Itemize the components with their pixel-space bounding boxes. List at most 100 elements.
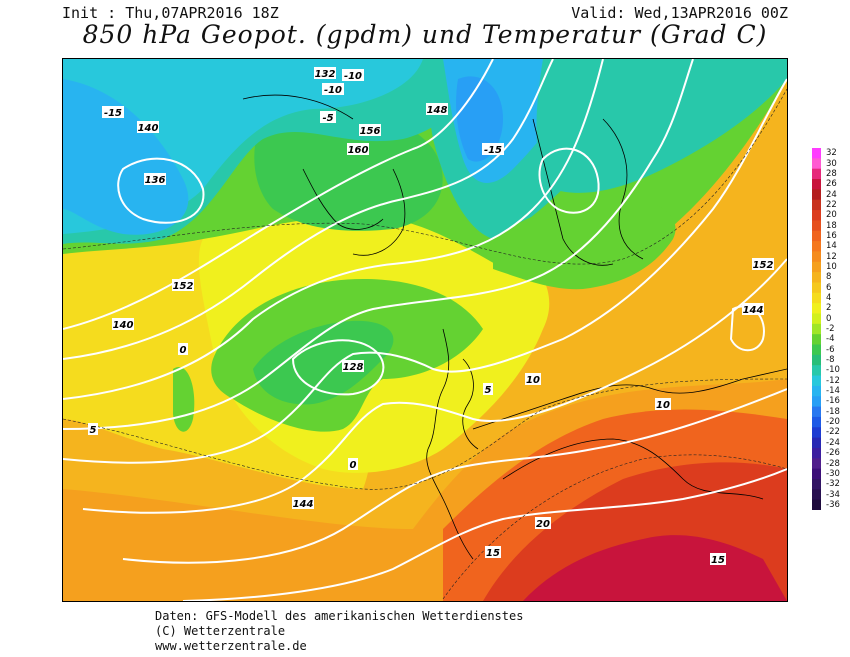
contour-label-box [742, 303, 764, 315]
contour-label-box [178, 343, 188, 355]
scale-swatch [812, 447, 821, 459]
contour-label: 136 [145, 175, 166, 186]
scale-label: -8 [826, 355, 835, 365]
contour-label: 128 [343, 362, 364, 373]
scale-swatch [812, 334, 821, 346]
field-minus15c-west [63, 79, 189, 235]
scale-label: -10 [826, 365, 840, 376]
field-patch-atlantic [173, 367, 195, 432]
scale-swatch [812, 489, 821, 501]
contour-label-box [144, 173, 166, 185]
contour-label: 20 [536, 519, 550, 530]
scale-swatch [812, 303, 821, 314]
contour-label: -10 [324, 85, 342, 96]
contour-label-box [485, 546, 501, 558]
scale-label: -22 [826, 427, 840, 438]
scale-label: -26 [826, 448, 840, 459]
scale-swatch [812, 375, 821, 387]
contour-label: 152 [173, 281, 194, 292]
contour-label: 10 [656, 400, 670, 411]
contour-label-box [292, 497, 314, 509]
scale-label: 16 [826, 230, 837, 241]
scale-swatch [812, 179, 821, 190]
contour-label-box [112, 318, 134, 330]
scale-swatch [812, 282, 821, 294]
contour-label: 132 [315, 69, 336, 80]
scale-label: 20 [826, 210, 837, 221]
scale-label: -28 [826, 458, 840, 469]
scale-swatch [812, 499, 821, 510]
scale-label: -12 [826, 375, 840, 386]
scale-label: -30 [826, 468, 840, 479]
contour-label-box [655, 398, 671, 410]
chart-title: 850 hPa Geopot. (gpdm) und Temperatur (G… [82, 20, 768, 49]
contour-label-box [426, 103, 448, 115]
scale-swatch [812, 313, 821, 325]
contour-label: 144 [293, 499, 314, 510]
footer-url[interactable]: www.wetterzentrale.de [155, 639, 307, 653]
scale-swatch [812, 385, 821, 397]
contour-label: 5 [90, 425, 97, 436]
scale-swatch [812, 168, 821, 180]
scale-label: -20 [826, 417, 840, 428]
scale-label: -34 [826, 489, 840, 500]
scale-swatch [812, 406, 821, 418]
scale-swatch [812, 427, 821, 439]
contour-label: -15 [484, 145, 502, 156]
scale-label: -4 [826, 334, 835, 345]
scale-swatch [812, 292, 821, 304]
scale-label: -24 [826, 437, 840, 448]
valid-time-label: Valid: Wed,13APR2016 00Z [571, 4, 788, 22]
scale-label: -16 [826, 396, 840, 407]
scale-swatch [812, 272, 821, 283]
scale-label: -2 [826, 324, 835, 334]
scale-swatch [812, 189, 821, 201]
scale-label: 28 [826, 168, 837, 179]
contour-label-box [525, 373, 541, 385]
scale-swatch [812, 396, 821, 408]
contour-label: 144 [743, 305, 764, 316]
contour-label: -5 [322, 113, 333, 124]
contour-label-box [359, 124, 381, 136]
scale-swatch [812, 251, 821, 263]
contour-label-box [137, 121, 159, 133]
scale-swatch [812, 458, 821, 470]
contour-label: 140 [113, 320, 134, 331]
contour-label: 15 [711, 555, 725, 566]
contour-label-box [172, 279, 194, 291]
contour-label-box [342, 69, 364, 81]
contour-label: -10 [344, 71, 362, 82]
contour-label: -15 [104, 108, 122, 119]
contour-label-box [535, 517, 551, 529]
scale-swatch [812, 478, 821, 490]
scale-label: 14 [826, 241, 837, 252]
scale-label: 2 [826, 303, 832, 314]
scale-label: 10 [826, 261, 837, 272]
scale-label: -6 [826, 344, 835, 355]
contour-label-box [348, 458, 358, 470]
contour-label: 10 [526, 375, 540, 386]
scale-swatch [812, 323, 821, 335]
temperature-contours [63, 88, 787, 600]
scale-swatch [812, 354, 821, 366]
scale-swatch [812, 468, 821, 480]
scale-swatch [812, 158, 821, 170]
contour-label-box [314, 67, 336, 79]
contour-label: 15 [486, 548, 500, 559]
scale-swatch [812, 365, 821, 377]
field-25c [523, 535, 787, 601]
footer: Daten: GFS-Modell des amerikanischen Wet… [155, 609, 523, 654]
scale-label: 8 [826, 272, 832, 283]
geopotential-contours [63, 59, 787, 601]
scale-swatch [812, 210, 821, 221]
contour-label: 148 [427, 105, 448, 116]
field-russia-cold [536, 59, 787, 193]
scale-swatch [812, 437, 821, 449]
scale-label: 12 [826, 251, 837, 262]
scale-label: 18 [826, 220, 837, 231]
scale-label: 26 [826, 179, 837, 190]
scale-label: 0 [826, 313, 832, 324]
scale-swatch [812, 416, 821, 428]
